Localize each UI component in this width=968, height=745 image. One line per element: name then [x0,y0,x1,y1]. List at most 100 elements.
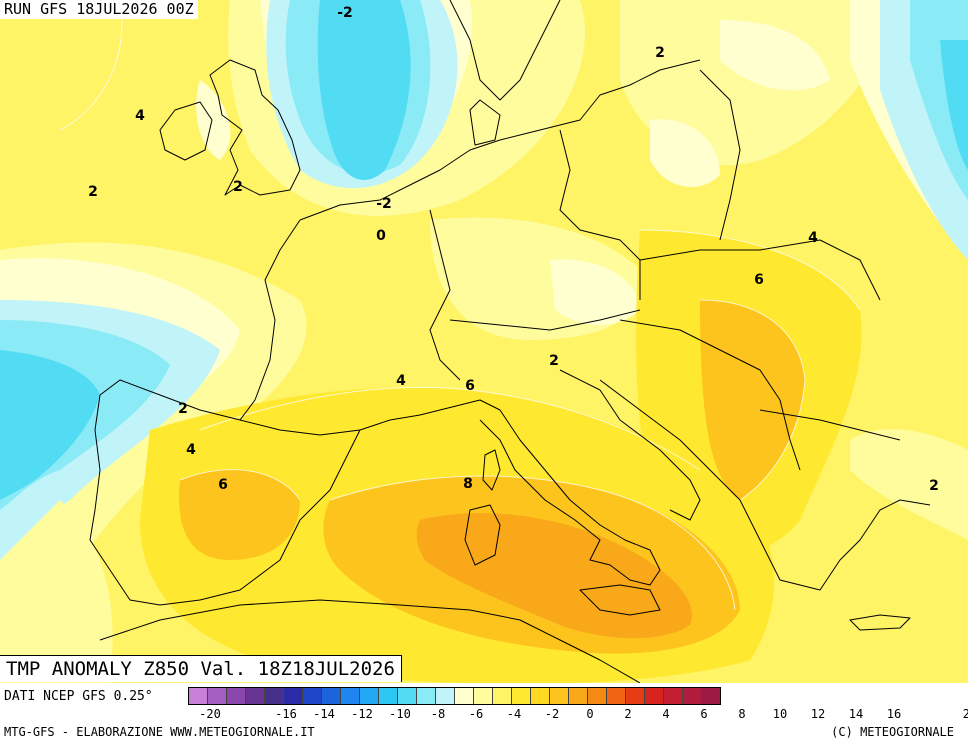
legend-swatch [322,688,341,704]
legend-tick-label: 12 [810,707,826,721]
legend-swatch [512,688,531,704]
zone-cold-strong-west [0,350,100,500]
isoline-2 [329,475,736,611]
zone-zero-central [550,259,640,325]
border-hungary [639,239,881,301]
coast-iberia [89,379,361,606]
zone-2-iberia-west [0,500,113,683]
isoline-1 [199,386,701,471]
contour-label: 6 [465,378,475,394]
legend-swatch [626,688,645,704]
run-title: RUN GFS 18JUL2026 00Z [0,0,198,19]
isoline-0 [59,0,123,131]
coast-balkans [599,379,931,591]
zone-8-balkans [700,300,805,500]
legend-swatch [284,688,303,704]
legend-swatch [683,688,702,704]
isoline-4 [699,299,806,501]
legend-tick-label: -8 [430,707,446,721]
contour-label: 4 [186,442,196,458]
coast-scandinavia [449,0,561,101]
coast-ireland [159,101,213,161]
legend-tick-label: -20 [199,707,221,721]
legend-tick-label: -14 [313,707,335,721]
legend-swatch [436,688,455,704]
copyright: (C) METEOGIORNALE [831,725,954,739]
legend-tick-label: 16 [886,707,902,721]
legend-swatch [265,688,284,704]
legend-tick-label: -4 [506,707,522,721]
zone-zero-uk [196,80,231,160]
legend-tick-label: -16 [275,707,297,721]
contour-label: 2 [929,478,939,494]
zone-8-spain [179,469,300,560]
legend-swatch [398,688,417,704]
legend-colorbar [188,687,721,705]
coast-sicily [579,584,661,616]
isoline-layer [59,0,861,611]
contour-label: 6 [754,272,764,288]
border-france-germany [429,209,461,381]
legend-swatch [341,688,360,704]
coast-crete [849,614,911,631]
coast-north-continent [299,59,701,221]
coastline-layer [89,0,931,683]
legend-swatch [360,688,379,704]
credits: MTG-GFS - ELABORAZIONE WWW.METEOGIORNALE… [4,725,315,739]
isoline-3 [179,469,301,501]
legend-tick-label: 14 [848,707,864,721]
anomaly-fill-layer [0,0,968,683]
legend-tick-label: 10 [772,707,788,721]
legend-swatch [246,688,265,704]
coast-denmark [469,99,501,146]
legend-swatch [664,688,683,704]
border-poland-east [699,69,741,241]
legend-swatch [208,688,227,704]
contour-label: 6 [218,477,228,493]
legend-swatch [227,688,246,704]
legend-tick-label: 20 [962,707,968,721]
coast-france-atlantic [239,219,301,421]
map-title: TMP ANOMALY Z850 Val. 18Z18JUL2026 [0,655,402,682]
border-spain-france [239,419,361,436]
contour-label: 2 [655,45,665,61]
coast-north-africa [99,599,641,683]
legend-swatch [417,688,436,704]
legend-swatch [702,688,720,704]
isoline-5 [639,229,861,311]
coast-italy [459,399,661,586]
legend-swatch [645,688,664,704]
legend-tick-label: 6 [700,707,708,721]
contour-label: -2 [337,5,353,21]
contour-label: 2 [88,184,98,200]
legend-ticks: -20-16-14-12-10-8-6-4-2024681012141620 [188,707,968,723]
coast-italy-east [559,369,701,521]
legend-swatch [550,688,569,704]
legend-tick-label: 0 [586,707,594,721]
legend-swatch [303,688,322,704]
coast-france-med [359,404,461,431]
zone-cold-strong-north [317,0,411,180]
legend-tick-label: -6 [468,707,484,721]
zone-10-core [416,513,692,639]
border-balkans-a [619,319,801,471]
legend-tick-label: 8 [738,707,746,721]
zone-zero-poland [650,119,720,187]
footer: DATI NCEP GFS 0.25° -20 -16 -14 -12 -10 -8 -6-… [0,683,968,745]
legend-tick-label: 4 [662,707,670,721]
contour-label-layer: -2 2 4 2 2 -2 0 4 6 2 4 6 2 4 6 8 2 [88,5,939,494]
contour-label: 2 [178,401,188,417]
legend-swatch [474,688,493,704]
legend-swatch [455,688,474,704]
border-romania-bulgaria [759,409,901,441]
temperature-anomaly-map: -2 2 4 2 2 -2 0 4 6 2 4 6 2 4 6 8 2 [0,0,968,683]
zone-2-greece [850,429,968,540]
border-alps [449,309,641,331]
coast-corsica [482,449,501,491]
contour-label: 4 [135,108,145,124]
legend-swatch [189,688,208,704]
coast-great-britain [209,59,301,196]
legend-tick-label: 2 [624,707,632,721]
legend-swatch [607,688,626,704]
